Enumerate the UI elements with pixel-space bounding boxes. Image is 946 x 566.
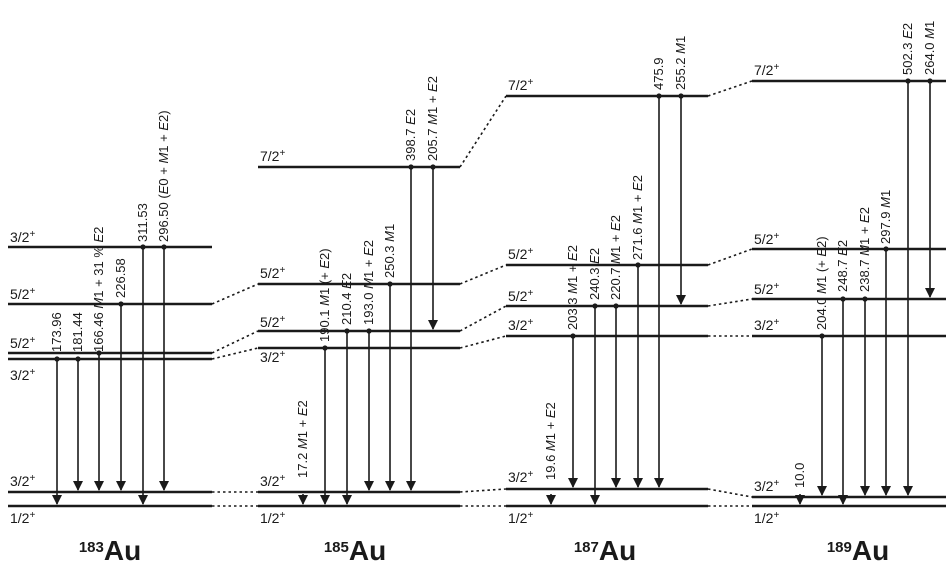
transition-label-au185-5: 398.7 E2 (403, 109, 418, 161)
transition-label-au187-4: 271.6 M1 + E2 (630, 175, 645, 260)
level-label-au189-l3a: 3/2+ (754, 317, 779, 334)
transition-label-au189-0: 10.0 (792, 463, 807, 488)
nuclide-label-au185: 185Au (324, 535, 386, 566)
level-label-au183-l5b: 5/2+ (10, 286, 35, 303)
level-label-au189-gs: 1/2+ (754, 510, 779, 527)
level-label-au189-l10: 3/2+ (754, 478, 779, 495)
connector-au185-l5b (459, 264, 507, 285)
transition-label-au187-1: 203.3 M1 + E2 (565, 245, 580, 330)
transition-label-au189-2: 248.7 E2 (835, 240, 850, 292)
level-label-au183-l5a: 5/2+ (10, 335, 35, 352)
level-label-au187-l10: 3/2+ (508, 469, 533, 486)
connector-au185-l5a (459, 305, 507, 332)
level-label-au183-gs: 1/2+ (10, 510, 35, 527)
transition-label-au185-3: 193.0 M1 + E2 (361, 240, 376, 325)
connector-au187-l10 (707, 488, 753, 498)
level-label-au185-l7: 7/2+ (260, 148, 285, 165)
transition-label-au183-0: 173.96 (49, 312, 64, 352)
level-label-au185-l3a: 3/2+ (260, 349, 285, 366)
nuclide-label-au189: 189Au (827, 535, 889, 566)
nuclide-label-au187: 187Au (574, 535, 636, 566)
connector-au187-l5b (707, 248, 753, 266)
nuclide-label-au183: 183Au (79, 535, 141, 566)
level-label-au185-l5b: 5/2+ (260, 265, 285, 282)
connector-au187-l7 (707, 80, 753, 97)
transition-label-au185-0: 17.2 M1 + E2 (295, 400, 310, 478)
level-connectors (211, 80, 753, 507)
level-label-au185-l10: 3/2+ (260, 473, 285, 490)
level-label-au189-l5a: 5/2+ (754, 281, 779, 298)
connector-au183-l5b (211, 283, 259, 305)
level-label-au185-l5a: 5/2+ (260, 314, 285, 331)
gamma-transitions: 173.96 181.44 166.46 M1 + 31 % E2 226.58 311… (49, 21, 937, 505)
transition-label-au183-3: 226.58 (113, 258, 128, 298)
transition-label-au183-1: 181.44 (70, 312, 85, 352)
connector-au185-l10 (459, 488, 507, 493)
connector-au183-l3a (211, 347, 259, 360)
connector-au187-l5a (707, 298, 753, 307)
transition-label-au187-3: 220.7 M1 + E2 (608, 215, 623, 300)
energy-levels: 1/2+ 3/2+ 3/2+ 5/2+ 5/2+ 3/2+ 1/2+ 3/2+ 3/2+ 5/2+… (8, 62, 946, 527)
transition-label-au189-3: 238.7 M1 + E2 (857, 207, 872, 292)
transition-label-au187-0: 19.6 M1 + E2 (543, 402, 558, 480)
transition-label-au183-2: 166.46 M1 + 31 % E2 (91, 227, 106, 352)
level-label-au187-l5a: 5/2+ (508, 288, 533, 305)
transition-label-au189-4: 297.9 M1 (878, 190, 893, 244)
level-label-au183-l10: 3/2+ (10, 473, 35, 490)
transition-label-au183-5: 296.50 (E0 + M1 + E2) (156, 110, 171, 242)
level-label-au187-l5b: 5/2+ (508, 246, 533, 263)
level-label-au187-gs: 1/2+ (508, 510, 533, 527)
transition-label-au185-2: 210.4 E2 (339, 273, 354, 325)
transition-label-au189-5: 502.3 E2 (900, 23, 915, 75)
level-label-au187-l3a: 3/2+ (508, 317, 533, 334)
transition-label-au187-6: 255.2 M1 (673, 36, 688, 90)
nuclide-labels: 183Au 185Au 187Au 189Au (79, 535, 889, 566)
level-label-au183-l3b: 3/2+ (10, 229, 35, 246)
level-label-au185-gs: 1/2+ (260, 510, 285, 527)
level-label-au189-l7: 7/2+ (754, 62, 779, 79)
transition-label-au185-4: 250.3 M1 (382, 224, 397, 278)
transition-label-au185-6: 205.7 M1 + E2 (425, 76, 440, 161)
connector-au185-l3a (459, 335, 507, 349)
transition-label-au187-2: 240.3 E2 (587, 248, 602, 300)
transition-label-au187-5: 475.9 (651, 57, 666, 90)
transition-label-au189-6: 264.0 M1 (922, 21, 937, 75)
level-label-au183-l3a: 3/2+ (10, 367, 35, 384)
level-label-au187-l7: 7/2+ (508, 77, 533, 94)
transition-label-au185-1: 190.1 M1 (+ E2) (317, 248, 332, 342)
level-label-au189-l5b: 5/2+ (754, 231, 779, 248)
connector-au185-l7 (459, 95, 507, 168)
transition-label-au183-4: 311.53 (135, 203, 150, 242)
transition-label-au189-1: 204.0 M1 (+ E2) (814, 236, 829, 330)
